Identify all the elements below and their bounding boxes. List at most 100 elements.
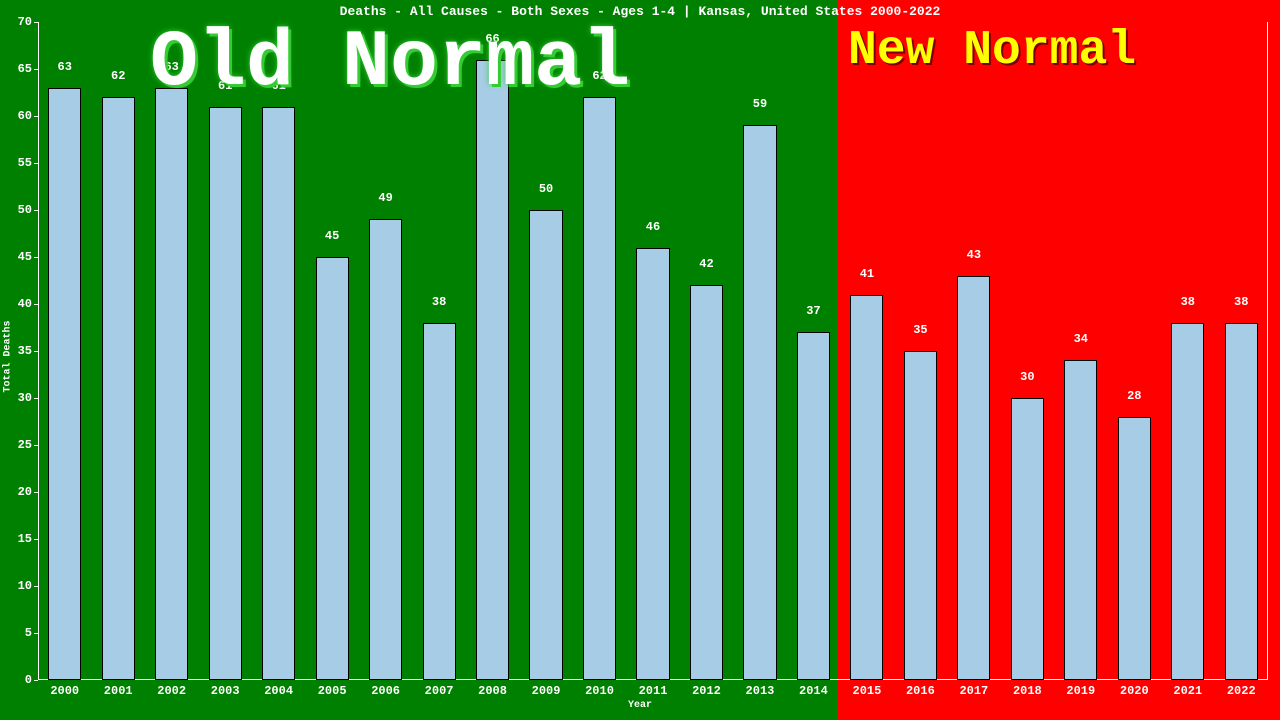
x-tick-label: 2012 (692, 684, 721, 698)
bar-value-label: 63 (58, 60, 72, 74)
x-axis-title: Year (628, 700, 652, 711)
y-tick-label: 40 (18, 297, 32, 311)
bar (262, 107, 295, 680)
y-tick-label: 55 (18, 156, 32, 170)
bar-value-label: 34 (1074, 332, 1088, 346)
x-tick-label: 2016 (906, 684, 935, 698)
y-tick-label: 70 (18, 15, 32, 29)
y-tick (34, 633, 38, 634)
plot-area: 0510152025303540455055606570632000622001… (38, 22, 1268, 680)
x-tick-label: 2000 (50, 684, 79, 698)
y-tick-label: 0 (25, 673, 32, 687)
y-tick (34, 398, 38, 399)
bar (636, 248, 669, 680)
y-axis-line-right (1267, 22, 1268, 680)
x-tick-label: 2010 (585, 684, 614, 698)
y-tick-label: 15 (18, 532, 32, 546)
deaths-bar-chart: Deaths - All Causes - Both Sexes - Ages … (0, 0, 1280, 720)
y-tick-label: 5 (25, 626, 32, 640)
bar (583, 97, 616, 680)
bar (904, 351, 937, 680)
new-normal-label: New Normal (848, 24, 1136, 78)
bar (743, 125, 776, 680)
bar (209, 107, 242, 680)
bar (1225, 323, 1258, 680)
y-tick-label: 35 (18, 344, 32, 358)
x-tick-label: 2001 (104, 684, 133, 698)
bar-value-label: 38 (1181, 295, 1195, 309)
bar (1011, 398, 1044, 680)
bar (1171, 323, 1204, 680)
y-tick (34, 163, 38, 164)
bar-value-label: 42 (699, 257, 713, 271)
x-tick-label: 2011 (639, 684, 668, 698)
bar-value-label: 28 (1127, 389, 1141, 403)
bar (476, 60, 509, 680)
x-tick-label: 2022 (1227, 684, 1256, 698)
bar (850, 295, 883, 680)
y-tick (34, 22, 38, 23)
bar-value-label: 37 (806, 304, 820, 318)
x-tick-label: 2019 (1066, 684, 1095, 698)
x-tick-label: 2014 (799, 684, 828, 698)
x-tick-label: 2021 (1173, 684, 1202, 698)
x-tick-label: 2009 (532, 684, 561, 698)
y-tick-label: 50 (18, 203, 32, 217)
x-tick-label: 2006 (371, 684, 400, 698)
y-tick (34, 539, 38, 540)
bar-value-label: 38 (432, 295, 446, 309)
bar (369, 219, 402, 680)
y-tick-label: 45 (18, 250, 32, 264)
bar (529, 210, 562, 680)
y-tick (34, 69, 38, 70)
bar-value-label: 50 (539, 182, 553, 196)
chart-title: Deaths - All Causes - Both Sexes - Ages … (0, 4, 1280, 19)
y-tick-label: 10 (18, 579, 32, 593)
y-axis-line (38, 22, 39, 680)
x-tick-label: 2005 (318, 684, 347, 698)
y-tick (34, 492, 38, 493)
bar (423, 323, 456, 680)
x-tick-label: 2007 (425, 684, 454, 698)
y-tick-label: 60 (18, 109, 32, 123)
x-tick-label: 2003 (211, 684, 240, 698)
y-tick (34, 351, 38, 352)
bar-value-label: 38 (1234, 295, 1248, 309)
x-tick-label: 2002 (157, 684, 186, 698)
bar (690, 285, 723, 680)
bar-value-label: 41 (860, 267, 874, 281)
x-tick-label: 2013 (746, 684, 775, 698)
bar-value-label: 62 (111, 69, 125, 83)
y-tick (34, 257, 38, 258)
old-normal-label: Old Normal (150, 18, 630, 109)
y-tick (34, 680, 38, 681)
bar-value-label: 46 (646, 220, 660, 234)
bar-value-label: 30 (1020, 370, 1034, 384)
y-tick-label: 30 (18, 391, 32, 405)
x-tick-label: 2017 (959, 684, 988, 698)
y-tick (34, 586, 38, 587)
bar-value-label: 59 (753, 97, 767, 111)
y-tick-label: 20 (18, 485, 32, 499)
bar (797, 332, 830, 680)
x-tick-label: 2018 (1013, 684, 1042, 698)
y-tick (34, 210, 38, 211)
y-tick (34, 445, 38, 446)
bar (957, 276, 990, 680)
y-tick (34, 116, 38, 117)
x-tick-label: 2008 (478, 684, 507, 698)
x-tick-label: 2020 (1120, 684, 1149, 698)
y-axis-title: Total Deaths (3, 320, 14, 392)
bar-value-label: 35 (913, 323, 927, 337)
bar (102, 97, 135, 680)
y-tick-label: 25 (18, 438, 32, 452)
bar-value-label: 45 (325, 229, 339, 243)
x-tick-label: 2015 (853, 684, 882, 698)
bar (48, 88, 81, 680)
bar-value-label: 49 (378, 191, 392, 205)
x-tick-label: 2004 (264, 684, 293, 698)
y-tick (34, 304, 38, 305)
bar-value-label: 43 (967, 248, 981, 262)
bar (316, 257, 349, 680)
y-tick-label: 65 (18, 62, 32, 76)
